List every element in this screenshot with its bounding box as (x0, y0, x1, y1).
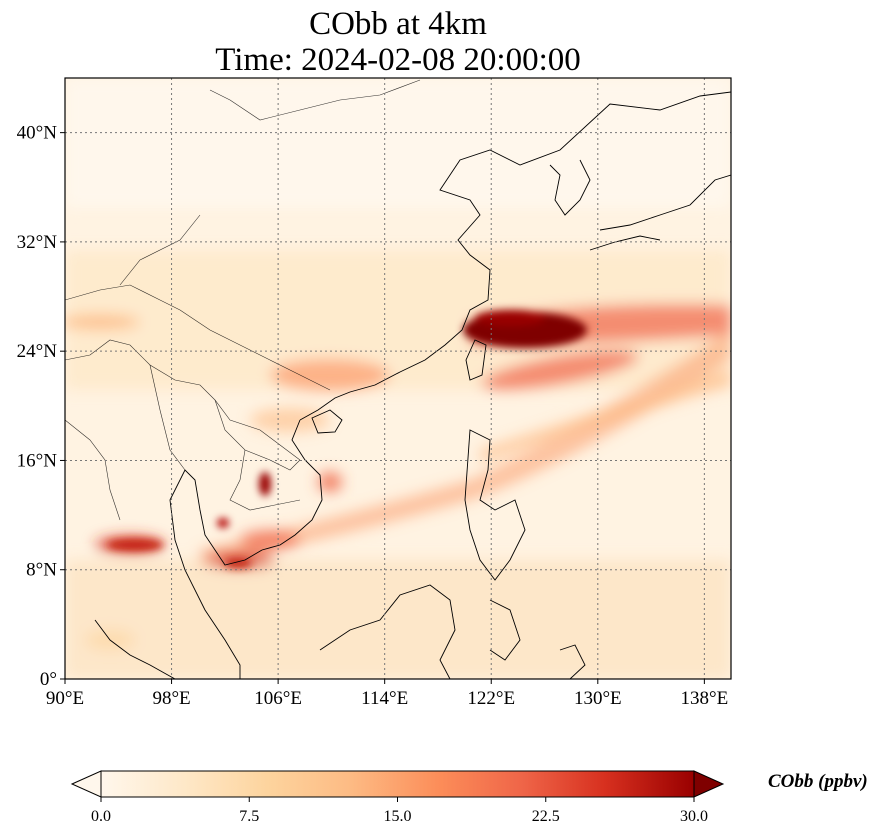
latitude-ticks: 0° 8°N 16°N 24°N 32°N 40°N (17, 123, 65, 690)
coastlines (94, 91, 731, 679)
x-tick-label: 138°E (681, 688, 729, 709)
concentration-field (65, 78, 731, 679)
concentration-hotspots (107, 310, 587, 568)
x-tick-label: 106°E (254, 688, 302, 709)
colorbar: 0.0 7.5 15.0 22.5 30.0 CObb (ppbv) (70, 770, 868, 825)
colorbar-tick-label: 15.0 (384, 808, 412, 825)
y-tick-label: 0° (40, 669, 57, 690)
colorbar-extend-max (693, 770, 725, 798)
y-tick-label: 8°N (26, 560, 57, 581)
y-tick-label: 24°N (17, 341, 58, 362)
colorbar-extend-min (70, 770, 102, 798)
colorbar-tick-label: 7.5 (239, 808, 259, 825)
colorbar-label: CObb (ppbv) (768, 771, 868, 792)
colorbar-tick-label: 22.5 (532, 808, 560, 825)
x-tick-label: 114°E (361, 688, 408, 709)
chart-subtitle: Time: 2024-02-08 20:00:00 (215, 42, 581, 78)
map-plot-area (65, 78, 731, 679)
y-tick-label: 32°N (17, 232, 58, 253)
x-tick-label: 130°E (574, 688, 622, 709)
colorbar-tick-label: 0.0 (91, 808, 111, 825)
colorbar-ticks: 0.0 7.5 15.0 22.5 30.0 (91, 797, 708, 825)
colorbar-tick-label: 30.0 (680, 808, 708, 825)
chart-title: CObb at 4km (309, 6, 487, 42)
colorbar-gradient (100, 770, 695, 798)
y-tick-label: 16°N (17, 450, 58, 471)
country-borders (65, 79, 421, 521)
y-tick-label: 40°N (17, 123, 58, 144)
gridlines (65, 78, 731, 679)
x-tick-label: 122°E (467, 688, 515, 709)
x-tick-label: 90°E (46, 688, 84, 709)
longitude-ticks: 90°E 98°E 106°E 114°E 122°E 130°E 138°E (46, 679, 728, 709)
x-tick-label: 98°E (152, 688, 190, 709)
map-frame (64, 77, 732, 680)
